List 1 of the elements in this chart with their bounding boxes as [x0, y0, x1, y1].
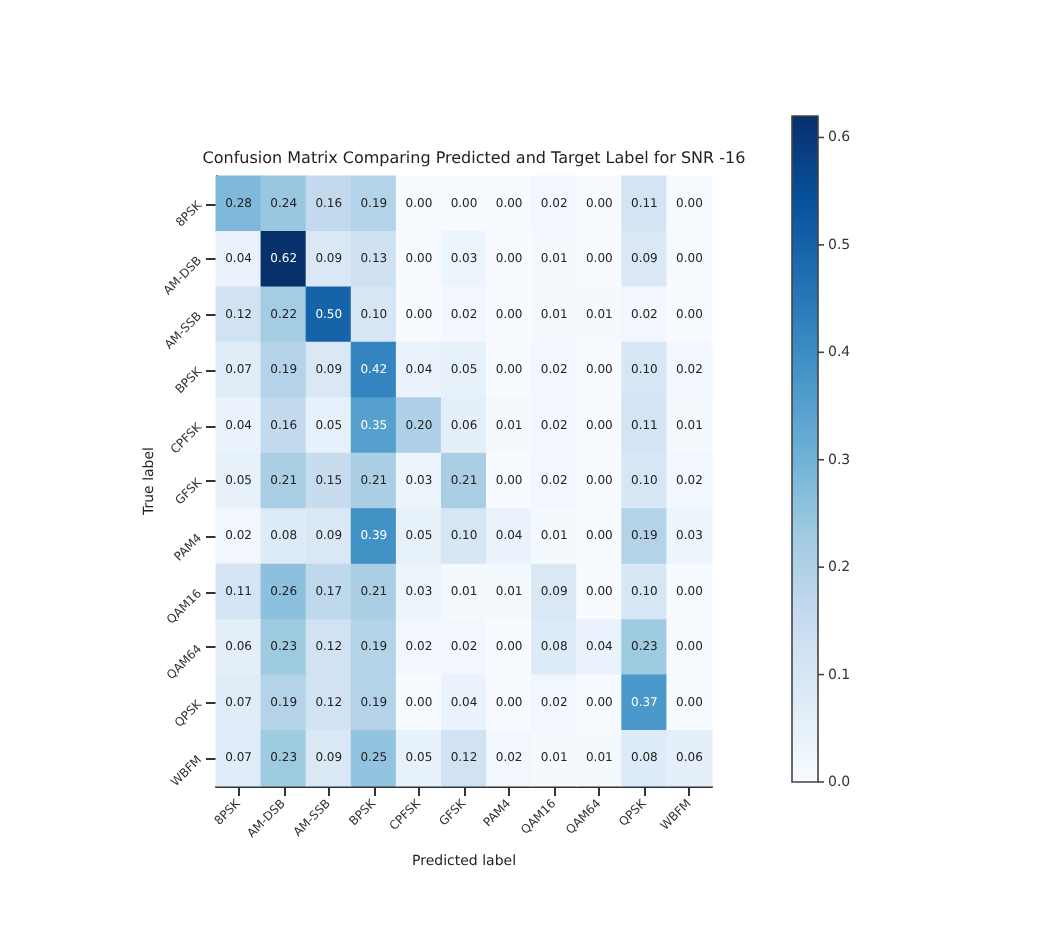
chart-title: Confusion Matrix Comparing Predicted and Target Label for SNR -16 [202, 149, 746, 167]
